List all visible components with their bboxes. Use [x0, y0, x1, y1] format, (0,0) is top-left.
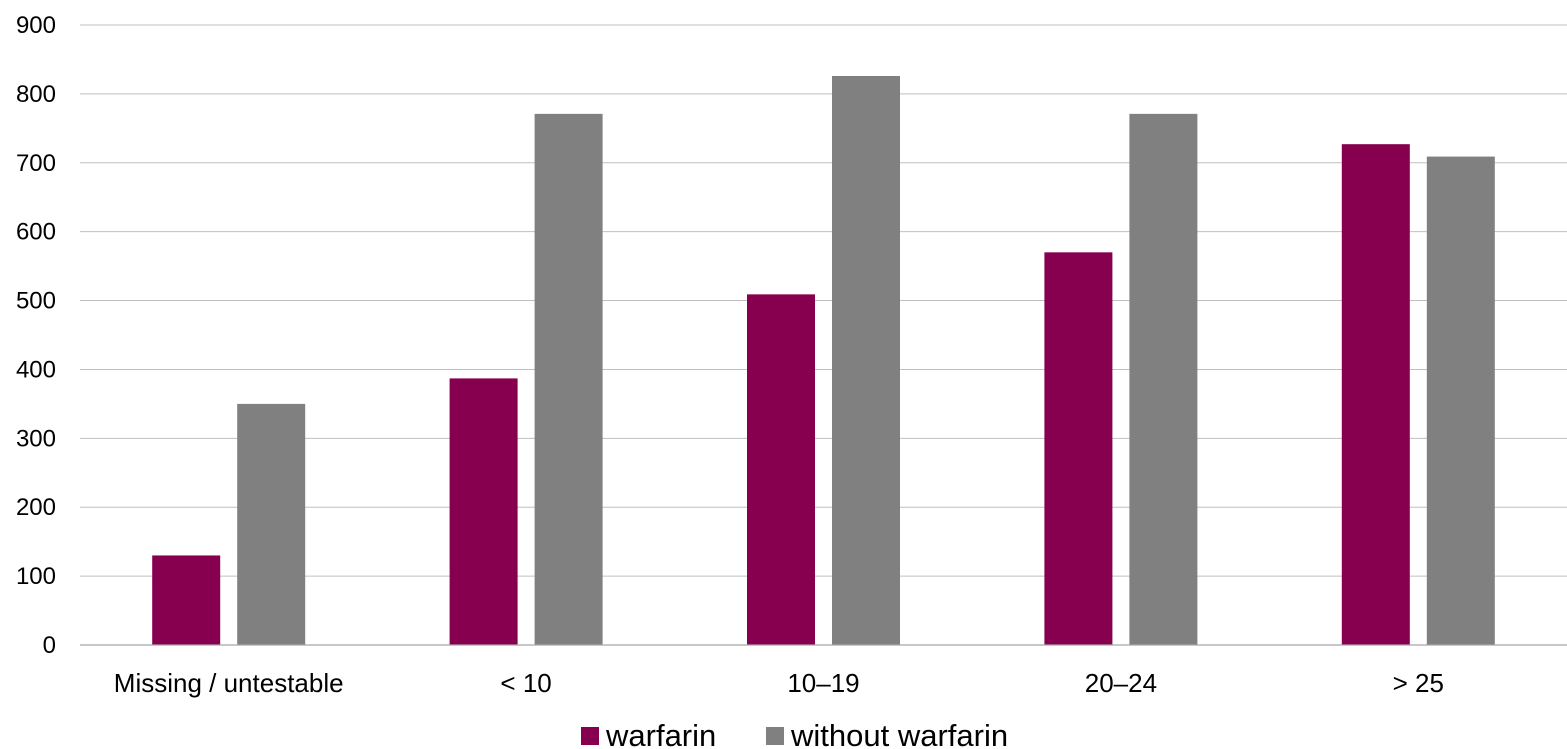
y-tick-label: 600 [16, 219, 56, 246]
gridlines [80, 24, 1567, 577]
x-category-label: 10–19 [787, 668, 859, 698]
x-axis-category-labels: Missing / untestable < 10 10–19 20–24 > 25 [114, 668, 1444, 698]
bar-without-warfarin-3 [1129, 113, 1198, 645]
legend-swatch-warfarin [581, 727, 599, 745]
x-category-label: < 10 [500, 668, 551, 698]
legend-swatch-without-warfarin [766, 727, 784, 745]
bars [152, 75, 1495, 646]
y-tick-label: 0 [43, 632, 56, 659]
y-tick-label: 300 [16, 425, 56, 452]
legend-label-without-warfarin: without warfarin [790, 718, 1008, 749]
bar-warfarin-2 [747, 294, 815, 645]
bar-warfarin-1 [449, 378, 518, 645]
bar-without-warfarin-1 [534, 113, 603, 645]
y-tick-label: 800 [16, 81, 56, 108]
y-tick-label: 400 [16, 356, 56, 383]
bar-without-warfarin-0 [237, 403, 306, 645]
y-tick-label: 500 [16, 288, 56, 315]
bar-warfarin-3 [1044, 252, 1113, 646]
bar-warfarin-0 [152, 555, 221, 645]
x-category-label: Missing / untestable [114, 668, 344, 698]
y-tick-label: 900 [16, 12, 56, 39]
bar-without-warfarin-4 [1426, 156, 1495, 646]
bar-without-warfarin-2 [832, 75, 900, 645]
y-tick-label: 700 [16, 150, 56, 177]
y-tick-label: 100 [16, 563, 56, 590]
bar-warfarin-4 [1341, 144, 1410, 645]
x-category-label: 20–24 [1085, 668, 1157, 698]
legend-label-warfarin: warfarin [605, 718, 716, 749]
y-tick-label: 200 [16, 494, 56, 521]
legend: warfarin without warfarin [581, 718, 1008, 749]
y-axis-tick-labels: 0 100 200 300 400 500 600 700 800 900 [16, 12, 56, 659]
x-category-label: > 25 [1393, 668, 1444, 698]
